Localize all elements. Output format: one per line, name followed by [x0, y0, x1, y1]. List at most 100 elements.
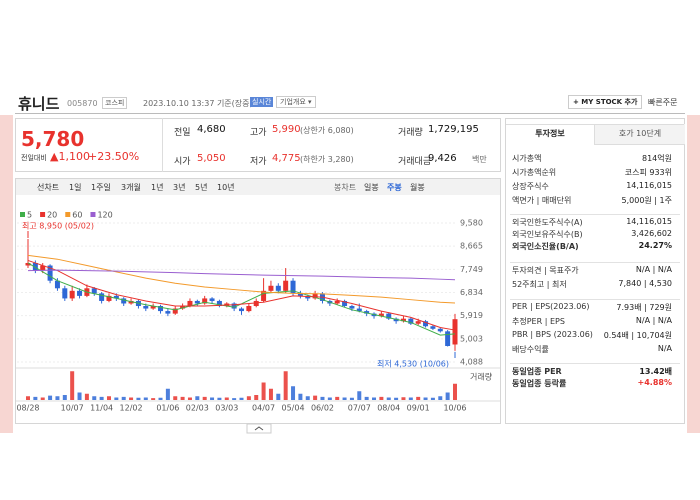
info-tab[interactable]: 호가 10단계 — [594, 124, 685, 145]
legend-swatch — [40, 212, 46, 217]
candle-tab[interactable]: 주봉 — [387, 183, 402, 192]
info-tab[interactable]: 투자정보 — [506, 124, 594, 145]
y-tick-label: 8,665 — [460, 242, 483, 251]
market-badge: 코스피 — [102, 97, 128, 109]
realtime-badge[interactable]: 실시간 — [250, 97, 274, 107]
candle-body — [54, 280, 60, 289]
candle-body — [143, 306, 149, 309]
legend-label: 60 — [72, 211, 82, 220]
legend-swatch — [90, 212, 96, 217]
candle-body — [150, 306, 156, 309]
chevron — [254, 426, 264, 431]
range-tab[interactable]: 3년 — [173, 183, 186, 192]
x-tick-label: 08/28 — [16, 404, 39, 413]
candle-body — [423, 321, 429, 327]
candle-body — [62, 288, 68, 299]
volume-bar — [283, 371, 288, 400]
legend-swatch — [65, 212, 71, 217]
current-price: 5,780 — [21, 127, 85, 151]
candle-body — [393, 318, 399, 322]
info-value: 13.42배 — [639, 367, 672, 376]
candle-tab[interactable]: 봉차트 — [334, 183, 357, 192]
range-tab[interactable]: 3개월 — [121, 183, 141, 192]
candle-body — [297, 293, 303, 296]
range-tab[interactable]: 10년 — [217, 183, 235, 192]
candle-body — [209, 298, 215, 301]
candle-body — [158, 306, 164, 312]
info-label: 배당수익률 — [512, 345, 549, 354]
volume-bar — [349, 397, 354, 400]
candle-tab[interactable]: 월봉 — [410, 183, 425, 192]
range-tab[interactable]: 1일 — [69, 183, 82, 192]
volume-bar — [62, 395, 67, 400]
summary-label: 전일 — [174, 128, 191, 138]
volume-bar — [158, 397, 163, 400]
y-tick-label: 5,919 — [460, 311, 483, 320]
candle-body — [445, 331, 451, 347]
range-tab[interactable]: 선차트 — [37, 183, 60, 192]
x-tick-label: 09/01 — [407, 404, 430, 413]
stock-code: 005870 — [67, 99, 98, 108]
info-label: 액면가 | 매매단위 — [512, 196, 572, 205]
info-label: 동일업종 PER — [512, 367, 562, 376]
candle-body — [165, 311, 171, 314]
ma-line — [27, 269, 456, 281]
candle-body — [239, 308, 244, 312]
volume-bar — [386, 397, 391, 400]
info-divider — [510, 363, 680, 364]
info-value: N/A | N/A — [635, 265, 672, 274]
candle-body — [408, 318, 414, 324]
summary-value: 9,426 — [428, 153, 457, 164]
quick-order[interactable]: 빠른주문 — [648, 98, 678, 107]
volume-bar — [261, 382, 266, 400]
high-note: 최고 8,950 (05/02) — [22, 221, 94, 231]
info-label: 추정PER | EPS — [512, 317, 565, 326]
volume-bar — [173, 396, 178, 400]
candle-tab[interactable]: 일봉 — [364, 183, 379, 192]
candle-body — [231, 303, 237, 309]
volume-bar — [180, 396, 185, 400]
info-label: 시가총액순위 — [512, 168, 557, 177]
info-label: 외국인보유주식수(B) — [512, 230, 583, 239]
info-value: +4.88% — [637, 378, 672, 387]
volume-bar — [70, 371, 75, 400]
collapse-button[interactable] — [246, 423, 272, 434]
candle-body — [452, 319, 458, 345]
range-tab[interactable]: 1주일 — [91, 183, 111, 192]
volume-bar — [26, 396, 30, 400]
candle-body — [99, 293, 105, 301]
volume-bar — [416, 396, 421, 400]
volume-bar — [327, 397, 332, 400]
legend-swatch — [20, 212, 25, 217]
volume-bar — [121, 396, 126, 400]
ma-line — [27, 254, 456, 304]
divider — [15, 113, 685, 114]
divider — [162, 118, 163, 172]
my-stock-button[interactable]: + MY STOCK 추가 — [568, 95, 643, 109]
volume-bar — [136, 397, 141, 400]
change-pct: +23.50% — [88, 150, 140, 163]
y-tick-label: 7,749 — [460, 265, 483, 274]
volume-bar — [224, 397, 229, 400]
candle-body — [334, 300, 340, 304]
range-tab[interactable]: 5년 — [195, 183, 208, 192]
info-value: 814억원 — [642, 154, 672, 163]
info-label: 시가총액 — [512, 154, 542, 163]
info-label: PBR | BPS (2023.06) — [512, 330, 593, 339]
company-info-button[interactable]: 기업개요 ▾ — [276, 96, 316, 108]
volume-bar — [276, 393, 281, 400]
low-note: 최저 4,530 (10/06) — [377, 359, 449, 369]
candle-body — [290, 280, 296, 294]
candle-body — [25, 262, 31, 266]
summary-label: 시가 — [174, 157, 191, 167]
x-tick-label: 08/04 — [377, 404, 400, 413]
x-tick-label: 10/06 — [443, 404, 466, 413]
info-value: N/A — [657, 344, 672, 353]
info-value: 7,840 | 4,530 — [618, 279, 672, 288]
candle-body — [246, 306, 252, 312]
range-tab[interactable]: 1년 — [151, 183, 164, 192]
side-stripe — [687, 115, 700, 433]
candle-body — [268, 285, 274, 291]
